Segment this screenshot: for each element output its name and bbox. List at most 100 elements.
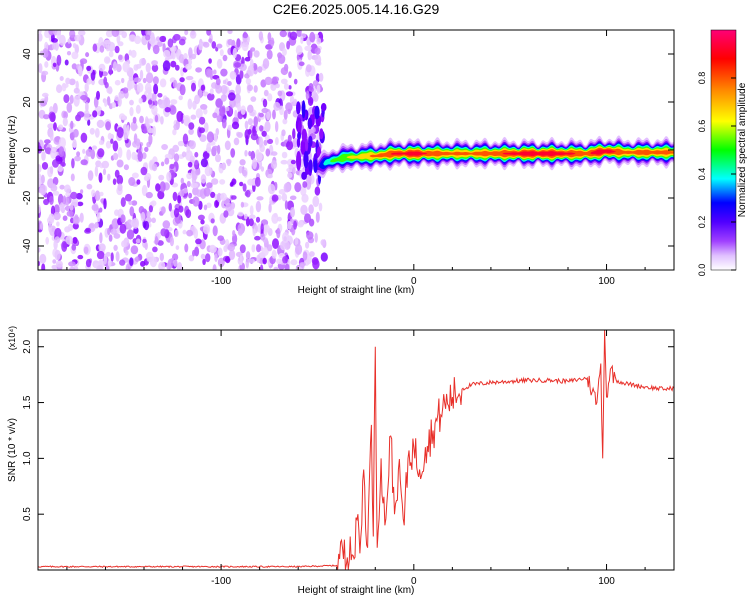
spectrogram-noise-cell <box>171 50 176 60</box>
spectrogram-noise-cell <box>225 106 230 112</box>
spectrogram-noise-cell <box>68 78 76 86</box>
spectrogram-noise-cell <box>314 54 322 66</box>
spectrogram-noise-cell <box>316 84 321 95</box>
spectrogram-noise-cell <box>290 259 298 266</box>
spectrogram-noise-cell <box>172 128 177 136</box>
spectrogram-noise-cell <box>70 120 74 130</box>
spectrogram-noise-cell <box>105 121 111 131</box>
spectrogram-noise-cell <box>223 210 229 218</box>
spectrogram-noise-cell <box>125 250 129 256</box>
spectrogram-noise-cell <box>113 244 118 251</box>
spectrogram-noise-cell <box>48 213 55 223</box>
spectrogram-noise-cell <box>161 206 166 215</box>
spectrogram-noise-cell <box>40 222 44 230</box>
spectrogram-noise-cell <box>83 246 89 254</box>
spectrogram-noise-cell <box>309 31 316 43</box>
spectrogram-noise-cell <box>116 127 124 139</box>
spectrogram-noise-cell <box>102 168 107 176</box>
spectrogram-noise-cell <box>244 213 248 220</box>
spectrogram-noise-cell <box>312 80 319 87</box>
spectrogram-noise-cell <box>226 159 231 167</box>
spectrogram-noise-cell <box>107 132 113 140</box>
spectrogram-noise-cell <box>271 213 279 224</box>
spectrogram-noise-cell <box>259 252 266 258</box>
spectrogram-noise-cell <box>178 54 185 64</box>
spectrogram-noise-cell <box>97 148 105 158</box>
spectrogram-noise-cell <box>57 193 64 206</box>
spectrogram-noise-cell <box>207 93 215 101</box>
spectrogram-noise-cell <box>136 82 144 93</box>
spectrogram-noise-cell <box>175 245 180 251</box>
spectrogram-noise-cell <box>191 53 197 60</box>
spectrogram-noise-cell <box>194 160 199 170</box>
spectrogram-noise-cell <box>210 218 215 224</box>
spectrogram-noise-cell <box>168 202 172 212</box>
spectrogram-ridge-band <box>317 149 674 167</box>
spectrogram-noise-cell <box>72 215 80 225</box>
spectrogram-noise-cell <box>239 254 243 266</box>
spectrogram-noise-cell <box>270 37 275 47</box>
spectrogram-noise-cell <box>217 257 225 268</box>
spectrogram-noise-cell <box>64 226 71 233</box>
spectrogram-noise-cell <box>158 174 165 181</box>
spectrogram-noise-cell <box>58 146 65 158</box>
spectrogram-noise-cell <box>262 224 270 233</box>
spectrogram-noise-cell <box>185 209 192 219</box>
spectrogram-noise-cell <box>248 218 254 227</box>
spectrogram-noise-cell <box>260 166 265 172</box>
spectrogram-noise-cell <box>179 77 185 83</box>
spectrogram-noise-cell <box>189 140 196 150</box>
spectrogram-noise-cell <box>159 78 167 88</box>
spectrogram-x-axis-label: Height of straight line (km) <box>298 285 415 296</box>
spectrogram-noise-cell <box>49 112 56 123</box>
spectrogram-noise-cell <box>39 184 47 196</box>
spectrogram-noise-cell <box>121 240 127 248</box>
spectrogram-noise-cell <box>98 140 104 146</box>
spectrogram-noise-cell <box>305 241 310 249</box>
spectrogram-noise-cell <box>65 191 71 197</box>
spectrogram-noise-cell <box>71 63 78 70</box>
spectrogram-noise-cell <box>221 162 227 171</box>
spectrogram-noise-cell <box>191 82 196 92</box>
spectrogram-noise-cell <box>312 127 316 133</box>
spectrogram-noise-cell <box>176 262 183 270</box>
spectrogram-noise-cell <box>66 102 73 113</box>
colorbar-ticks: 0.0 0.2 0.4 0.6 0.8 <box>697 72 736 276</box>
spectrogram-noise-cell <box>293 78 298 85</box>
spectrogram-noise-cell <box>59 76 64 81</box>
spectrogram-noise-cell <box>59 184 65 190</box>
spectrogram-noise-cell <box>283 83 289 90</box>
spectrogram-noise-cell <box>260 264 264 270</box>
spectrogram-noise-cell <box>308 83 314 91</box>
spectrogram-noise-cell <box>253 116 258 128</box>
spectrogram-noise-cell <box>115 251 120 262</box>
y-tick-label: -40 <box>22 238 33 253</box>
spectrogram-noise-cell <box>38 260 41 267</box>
spectrogram-noise-cell <box>85 258 92 268</box>
spectrogram-noise-cell <box>268 203 272 213</box>
spectrogram-noise-cell <box>173 123 180 131</box>
spectrogram-noise-cell <box>122 87 129 94</box>
spectrogram-noise-cell <box>126 229 135 240</box>
spectrogram-noise-cell <box>64 59 69 66</box>
spectrogram-noise-cell <box>212 145 219 151</box>
spectrogram-noise-cell <box>128 75 134 82</box>
spectrogram-noise-cell <box>249 48 253 59</box>
spectrogram-noise-cell <box>72 222 79 230</box>
y-tick-label: 40 <box>22 48 33 60</box>
spectrogram-noise-cell <box>38 63 43 74</box>
spectrogram-noise-cell <box>78 65 83 74</box>
spectrogram-noise-cell <box>139 69 144 80</box>
spectrogram-noise-cell <box>69 204 74 211</box>
spectrogram-noise-cell <box>121 31 127 39</box>
spectrogram-noise-cell <box>244 56 251 62</box>
x-tick-label: -100 <box>211 276 231 287</box>
spectrogram-noise-cell <box>175 64 180 71</box>
spectrogram-noise-cell <box>300 185 307 197</box>
spectrogram-noise-cell <box>148 205 153 213</box>
spectrogram-noise-cell <box>270 151 278 156</box>
spectrogram-noise-cell <box>62 195 67 205</box>
spectrogram-noise-cell <box>286 40 290 50</box>
spectrogram-noise-cell <box>120 197 126 208</box>
